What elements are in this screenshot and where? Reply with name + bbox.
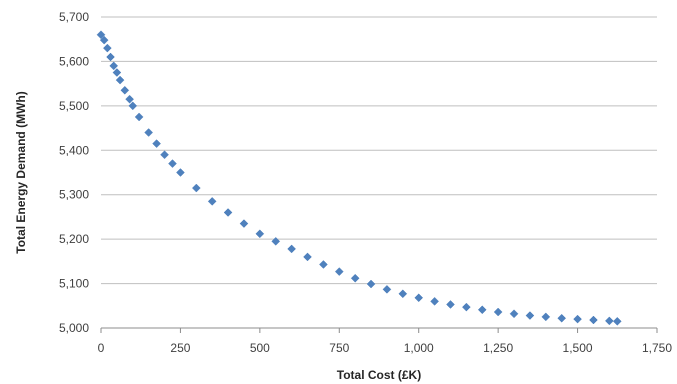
y-tick-label: 5,600 [59, 54, 89, 68]
data-point [144, 128, 154, 137]
y-tick-label: 5,300 [59, 188, 89, 202]
data-point [430, 296, 439, 306]
x-tick-label: 500 [250, 341, 270, 355]
data-point [109, 61, 119, 71]
data-point [106, 52, 115, 62]
data-point [207, 197, 217, 206]
x-tick-label: 750 [329, 341, 349, 355]
data-point [541, 312, 551, 322]
x-tick-label: 1,500 [563, 341, 593, 355]
data-point [271, 237, 281, 246]
data-point [96, 30, 106, 40]
data-point [557, 313, 567, 323]
data-point [168, 159, 177, 168]
x-tick-label: 250 [170, 341, 190, 355]
x-tick-label: 0 [98, 341, 105, 355]
data-point [350, 273, 360, 283]
data-point [128, 101, 138, 111]
axes [100, 327, 658, 333]
y-tick-label: 5,500 [59, 99, 89, 113]
data-point [477, 305, 487, 315]
data-point [223, 208, 233, 217]
data-point [382, 284, 392, 294]
data-point [604, 316, 614, 326]
data-point [103, 43, 112, 53]
y-tick-label: 5,400 [59, 143, 89, 157]
x-tick-labels: 0 250 500 750 1,000 1,250 1,500 1,750 [98, 341, 673, 355]
data-point [589, 315, 598, 325]
data-point [573, 314, 582, 324]
data-point [493, 307, 503, 317]
y-tick-label: 5,200 [59, 232, 89, 246]
data-point [509, 309, 519, 319]
data-point [366, 279, 376, 289]
data-point [462, 302, 471, 312]
data-point [612, 316, 622, 326]
y-tick-label: 5,700 [59, 10, 89, 24]
x-tick-label: 1,250 [483, 341, 513, 355]
data-point [287, 244, 296, 254]
data-points [96, 30, 622, 326]
data-point [152, 139, 161, 148]
data-point [334, 267, 344, 276]
data-point [446, 300, 455, 309]
x-axis-title: Total Cost (£K) [337, 368, 421, 382]
data-point [112, 68, 122, 77]
data-point [160, 150, 169, 160]
data-point [191, 183, 201, 193]
data-point [134, 112, 144, 122]
y-tick-labels: 5,000 5,100 5,200 5,300 5,400 5,500 5,600 5,700 [59, 10, 89, 335]
data-point [319, 260, 328, 269]
gridlines [101, 16, 657, 285]
y-tick-label: 5,100 [59, 277, 89, 291]
y-axis-title: Total Energy Demand (MWh) [14, 91, 28, 253]
data-point [125, 94, 134, 104]
data-point [398, 289, 408, 299]
x-tick-label: 1,000 [404, 341, 434, 355]
data-point [99, 35, 109, 45]
data-point [255, 229, 265, 239]
data-point [303, 252, 312, 262]
x-tick-label: 1,750 [642, 341, 672, 355]
data-point [115, 75, 125, 85]
data-point [525, 311, 535, 320]
data-point [239, 219, 249, 228]
data-point [176, 168, 185, 177]
data-point [120, 85, 130, 95]
y-tick-label: 5,000 [59, 321, 89, 335]
data-point [414, 293, 424, 303]
